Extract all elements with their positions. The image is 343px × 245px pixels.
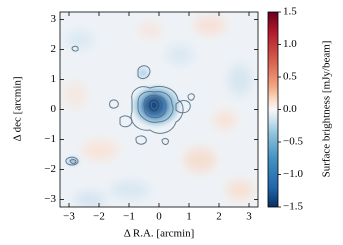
y-tick-label: 2 bbox=[51, 43, 57, 55]
colorbar-tick-label: −0.5 bbox=[283, 136, 303, 148]
colorbar-tick-label: 1.0 bbox=[283, 38, 297, 50]
contours bbox=[65, 45, 195, 166]
x-tick-label: 1 bbox=[186, 211, 192, 223]
colorbar-tick-label: 0.5 bbox=[283, 71, 297, 83]
y-tick-label: −1 bbox=[44, 133, 56, 145]
x-tick-label: 3 bbox=[246, 211, 252, 223]
y-tick-label: 1 bbox=[51, 73, 57, 85]
y-tick-label: −2 bbox=[44, 163, 56, 175]
colorbar-tick-label: −1.5 bbox=[283, 201, 303, 213]
y-tick-label: 0 bbox=[51, 103, 57, 115]
colorbar-tick-label: 1.5 bbox=[283, 6, 297, 18]
x-tick-label: −2 bbox=[93, 211, 105, 223]
y-tick-label: −3 bbox=[44, 193, 56, 205]
x-tick-label: −3 bbox=[63, 211, 75, 223]
x-tick-label: −1 bbox=[123, 211, 135, 223]
x-axis-label: Δ R.A. [arcmin] bbox=[124, 228, 195, 240]
colorbar-tick-label: 0.0 bbox=[283, 103, 297, 115]
y-axis-label: Δ dec [arcmin] bbox=[12, 76, 24, 141]
colorbar-label: Surface brightness [mJy/beam] bbox=[321, 41, 333, 178]
colorbar bbox=[267, 11, 279, 208]
x-tick-label: 0 bbox=[156, 211, 162, 223]
y-tick-label: 3 bbox=[51, 13, 57, 25]
colorbar-tick-label: −1.0 bbox=[283, 168, 303, 180]
image bbox=[60, 12, 258, 207]
x-tick-label: 2 bbox=[216, 211, 222, 223]
